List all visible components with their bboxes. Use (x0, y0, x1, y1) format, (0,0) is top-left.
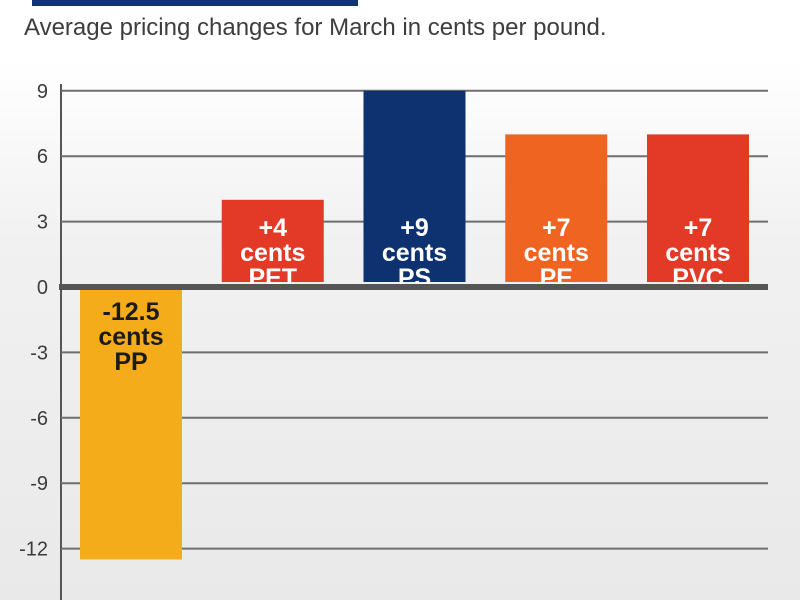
bar-label: cents (524, 239, 589, 267)
y-tick-label: 6 (37, 146, 48, 168)
bar-label: PP (114, 348, 147, 376)
header-accent-bar (32, 0, 358, 6)
bar-label: cents (98, 323, 163, 351)
bar-label: -12.5 (103, 298, 160, 326)
y-tick-label: -3 (30, 342, 48, 364)
bar-label: +7 (684, 214, 713, 242)
y-tick-label: -6 (30, 408, 48, 430)
bar-label: +7 (542, 214, 571, 242)
chart-subtitle: Average pricing changes for March in cen… (24, 14, 607, 41)
bar-pp (80, 290, 182, 560)
bar-ps (363, 90, 466, 282)
y-tick-label: -12 (19, 539, 48, 561)
bar-label: +4 (258, 214, 287, 242)
bar-pvc (647, 134, 749, 282)
bar-label: +9 (400, 214, 429, 242)
y-tick-label: 0 (37, 277, 48, 299)
y-tick-label: 3 (37, 212, 48, 234)
bar-pet (221, 199, 324, 282)
bar-pe (505, 134, 608, 282)
y-tick-label: -9 (30, 473, 48, 495)
bar-label: cents (240, 239, 305, 267)
bar-label: cents (665, 239, 730, 267)
y-tick-label: 9 (37, 81, 48, 103)
bar-label: cents (382, 239, 447, 267)
